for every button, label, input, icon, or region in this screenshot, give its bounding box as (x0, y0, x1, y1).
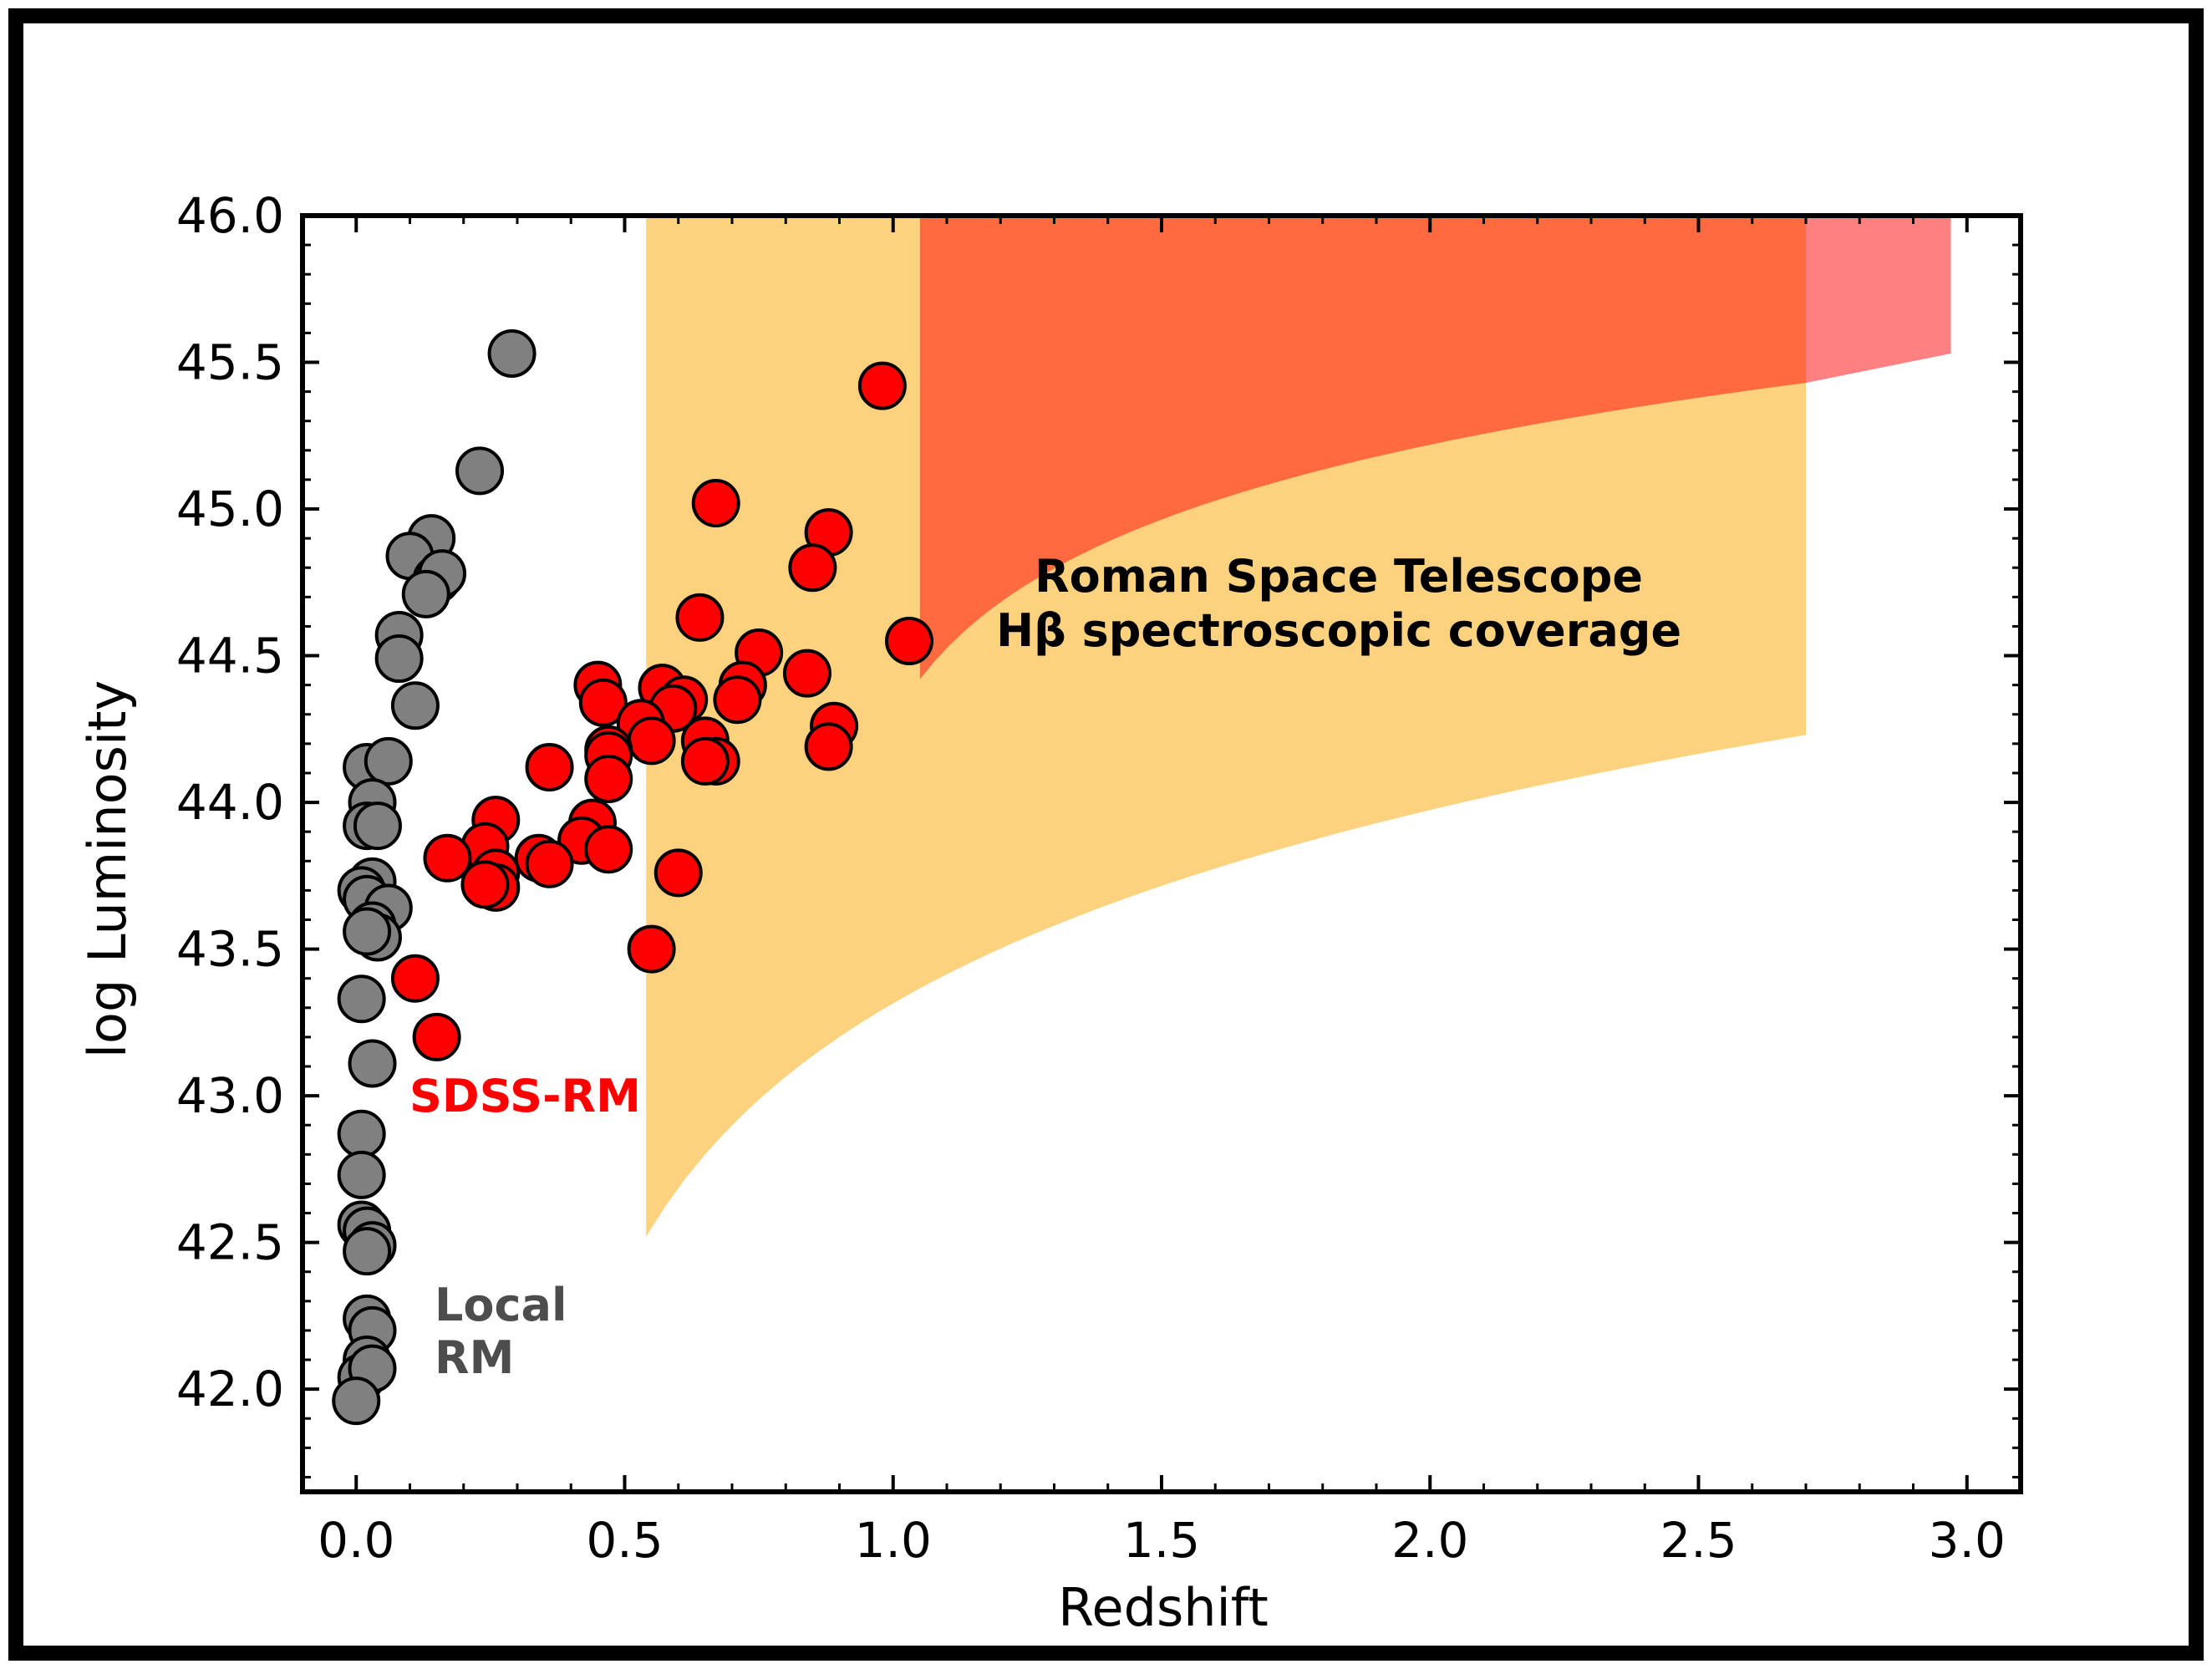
sdss-rm-point (525, 839, 574, 888)
local-rm-point (487, 328, 536, 378)
axis-ticks (301, 214, 2022, 1492)
local-rm-point (348, 1039, 397, 1088)
x-tick-label: 0.5 (586, 1512, 663, 1569)
roman-annotation-line2: Hβ spectroscopic coverage (996, 604, 1681, 657)
sdss-rm-point (804, 722, 853, 771)
sdss-rm-point (627, 924, 676, 974)
y-tick-label: 44.5 (176, 628, 284, 684)
x-tick-label: 1.5 (1123, 1512, 1200, 1569)
sdss-rm-point (578, 678, 628, 727)
y-tick-label: 42.0 (176, 1361, 284, 1417)
data-points (332, 328, 934, 1426)
sdss-rm-point (460, 860, 510, 909)
sdss-rm-point (691, 479, 740, 528)
sdss-rm-point (653, 848, 703, 898)
local-rm-point (390, 681, 440, 730)
y-tick-label: 46.0 (176, 187, 284, 244)
sdss-rm-point (584, 825, 633, 874)
local-rm-point (343, 1227, 392, 1276)
roman-coverage-pink-band (1806, 216, 1951, 384)
local-rm-point (337, 1109, 386, 1158)
y-tick-label: 43.5 (176, 921, 284, 978)
y-tick-label: 44.0 (176, 774, 284, 831)
local-rm-point (332, 1376, 381, 1426)
local-rm-point (353, 801, 402, 851)
sdss-rm-point (857, 361, 907, 410)
sdss-rm-point (525, 742, 574, 791)
local-rm-point (455, 446, 505, 496)
roman-coverage-red-band (919, 216, 1806, 679)
sdss-rm-point (713, 675, 762, 725)
local-rm-point (374, 634, 424, 684)
x-tick-label: 3.0 (1929, 1512, 2006, 1569)
y-tick-label: 45.0 (176, 481, 284, 537)
sdss-rm-point (782, 649, 831, 698)
roman-annotation-line1: Roman Space Telescope (1035, 550, 1643, 603)
x-tick-label: 2.0 (1391, 1512, 1468, 1569)
coverage-regions (646, 216, 1951, 1237)
local-rm-point (401, 569, 450, 618)
sdss-rm-point (390, 954, 440, 1003)
local-rm-point (364, 736, 413, 786)
sdss-rm-point (675, 593, 725, 642)
sdss-rm-point (412, 1012, 461, 1061)
tick-labels: 0.0 0.5 1.0 1.5 2.0 2.5 3.0 42.0 42.5 43.0 43.5 44.… (176, 187, 2006, 1569)
x-axis-label: Redshift (1058, 1577, 1269, 1638)
sdss-rm-point (584, 754, 633, 803)
x-tick-label: 1.0 (855, 1512, 932, 1569)
local-rm-label-line1: Local (435, 1279, 567, 1331)
y-tick-label: 42.5 (176, 1214, 284, 1271)
y-tick-label: 43.0 (176, 1067, 284, 1124)
local-rm-point (337, 974, 386, 1024)
local-rm-label-line2: RM (435, 1331, 514, 1384)
sdss-rm-point (423, 833, 472, 883)
local-rm-point (343, 907, 392, 956)
sdss-rm-point (788, 543, 837, 593)
sdss-rm-point (627, 716, 676, 766)
x-tick-label: 0.0 (318, 1512, 394, 1569)
sdss-rm-point (885, 617, 934, 665)
x-tick-label: 2.5 (1660, 1512, 1737, 1569)
sdss-rm-point (680, 736, 730, 786)
y-tick-label: 45.5 (176, 334, 284, 391)
local-rm-point (337, 1150, 386, 1199)
y-axis-label: log Luminosity (77, 680, 138, 1058)
sdss-rm-label: SDSS-RM (409, 1070, 641, 1122)
